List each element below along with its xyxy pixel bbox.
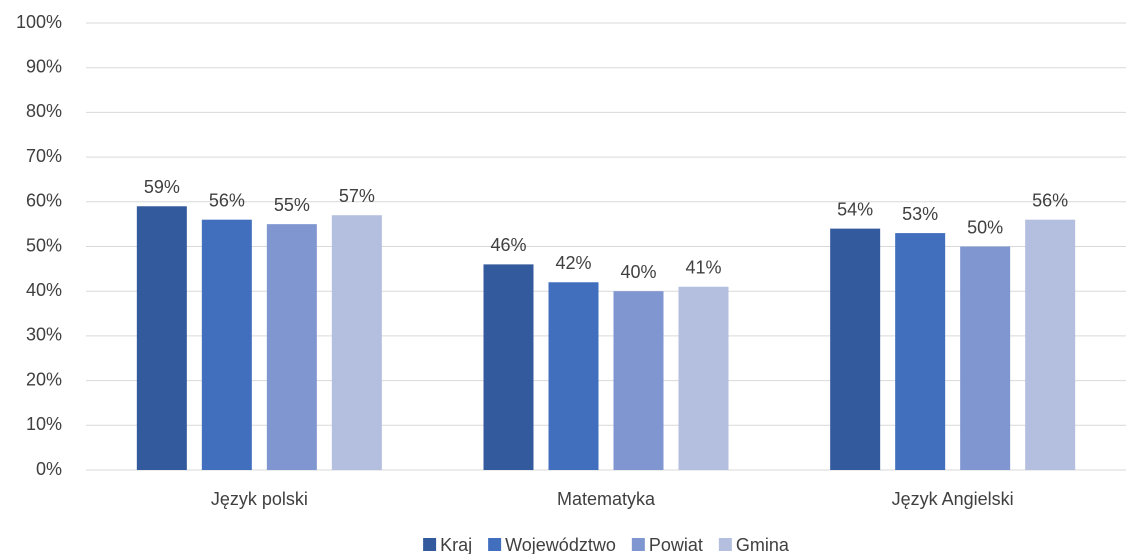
bar bbox=[548, 282, 599, 470]
legend-label: Powiat bbox=[649, 535, 703, 554]
bar bbox=[136, 206, 187, 470]
bar bbox=[895, 233, 946, 470]
legend-swatch bbox=[631, 538, 645, 551]
y-tick-label: 0% bbox=[36, 459, 62, 479]
data-label: 41% bbox=[685, 257, 721, 277]
legend-label: Kraj bbox=[440, 535, 472, 554]
data-label: 42% bbox=[555, 253, 591, 273]
y-tick-label: 70% bbox=[26, 146, 62, 166]
bar bbox=[483, 264, 534, 470]
data-label: 56% bbox=[1032, 190, 1068, 210]
bar bbox=[830, 228, 881, 470]
y-tick-label: 20% bbox=[26, 369, 62, 389]
bar bbox=[201, 219, 252, 470]
y-tick-label: 10% bbox=[26, 414, 62, 434]
data-label: 54% bbox=[837, 199, 873, 219]
data-label: 50% bbox=[967, 217, 1003, 237]
legend-swatch bbox=[423, 538, 437, 551]
data-label: 46% bbox=[490, 235, 526, 255]
data-label: 55% bbox=[274, 195, 310, 215]
legend-label: Gmina bbox=[736, 535, 790, 554]
bar bbox=[960, 246, 1011, 470]
x-tick-label: Język polski bbox=[211, 489, 308, 509]
data-label: 56% bbox=[209, 190, 245, 210]
bar bbox=[331, 215, 382, 470]
legend-swatch bbox=[488, 538, 502, 551]
x-tick-label: Język Angielski bbox=[892, 489, 1014, 509]
legend-label: Województwo bbox=[505, 535, 616, 554]
data-label: 40% bbox=[620, 262, 656, 282]
bar bbox=[678, 286, 729, 470]
y-tick-label: 100% bbox=[16, 12, 62, 32]
data-label: 57% bbox=[339, 186, 375, 206]
x-tick-label: Matematyka bbox=[557, 489, 656, 509]
bar bbox=[613, 291, 664, 470]
bar bbox=[266, 224, 317, 470]
data-label: 53% bbox=[902, 204, 938, 224]
bar bbox=[1025, 219, 1076, 470]
y-tick-label: 30% bbox=[26, 325, 62, 345]
y-tick-label: 90% bbox=[26, 56, 62, 76]
y-tick-label: 80% bbox=[26, 101, 62, 121]
legend-swatch bbox=[718, 538, 732, 551]
y-tick-label: 40% bbox=[26, 280, 62, 300]
y-tick-label: 50% bbox=[26, 235, 62, 255]
data-label: 59% bbox=[144, 177, 180, 197]
y-tick-label: 60% bbox=[26, 191, 62, 211]
